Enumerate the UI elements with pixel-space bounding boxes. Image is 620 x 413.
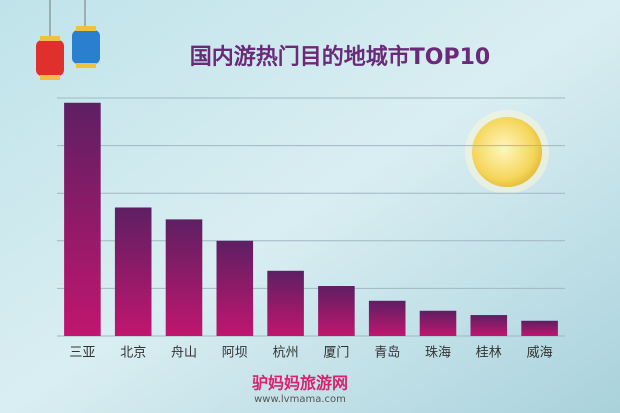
bar <box>318 286 355 336</box>
logo-url: www.lvmama.com <box>254 394 346 405</box>
bar <box>64 102 101 336</box>
x-tick-label: 威海 <box>527 346 553 361</box>
x-tick-label: 杭州 <box>273 346 299 361</box>
bar <box>521 320 558 336</box>
bar <box>470 315 508 336</box>
x-tick-label: 青岛 <box>374 345 400 361</box>
bar <box>368 300 406 336</box>
bar <box>165 219 203 336</box>
moon <box>465 110 549 194</box>
lanterns <box>36 0 100 80</box>
x-tick-label: 桂林 <box>476 346 502 361</box>
chart-title: 国内游热门目的地城市TOP10 <box>190 44 490 70</box>
x-tick-label: 阿坝 <box>222 346 248 361</box>
x-tick-label: 三亚 <box>69 346 95 361</box>
bar <box>419 310 457 336</box>
x-tick-label: 厦门 <box>323 346 349 361</box>
bar <box>216 240 254 336</box>
x-tick-label: 珠海 <box>425 346 451 361</box>
x-tick-label: 舟山 <box>171 346 197 361</box>
bar <box>267 270 304 336</box>
bar <box>114 207 152 336</box>
logo-name: 驴妈妈旅游网 <box>252 374 348 393</box>
x-tick-label: 北京 <box>120 346 146 361</box>
